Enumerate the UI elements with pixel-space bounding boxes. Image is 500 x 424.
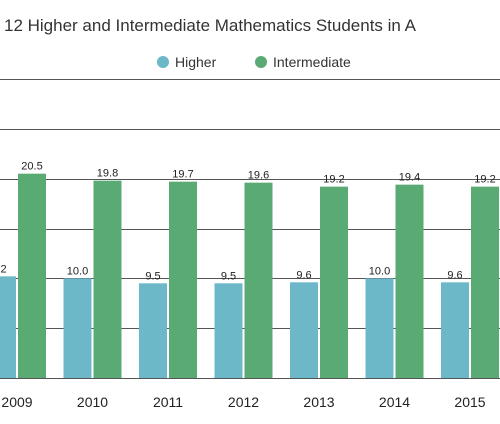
- bar-intermediate-2013: [320, 186, 348, 378]
- data-label-intermediate-2014: 19.4: [399, 172, 420, 184]
- data-label-intermediate-2012: 19.6: [248, 170, 269, 182]
- data-label-intermediate-2015: 19.2: [474, 174, 495, 186]
- data-label-intermediate-2011: 19.7: [172, 169, 193, 181]
- bar-higher-2009: [0, 276, 16, 378]
- bar-higher-2011: [139, 283, 167, 378]
- bars: [0, 173, 499, 378]
- bar-higher-2014: [365, 278, 394, 378]
- data-label-higher-2013: 9.6: [296, 269, 311, 281]
- data-label-intermediate-2010: 19.8: [97, 168, 118, 180]
- bar-intermediate-2014: [395, 184, 424, 378]
- x-axis-tick-labels: 2009 2010 2011 2012 2013 2014 2015: [1, 394, 485, 410]
- bar-higher-2012: [214, 283, 243, 378]
- bar-intermediate-2011: [169, 181, 197, 378]
- x-tick-2015: 2015: [454, 394, 485, 410]
- data-labels: .2 20.5 10.0 19.8 9.5 19.7 9.5 19.6 9.6 19.2 10.0 1…: [0, 161, 496, 283]
- legend-swatch-higher: [157, 56, 169, 68]
- data-label-higher-2015: 9.6: [447, 269, 462, 281]
- bar-intermediate-2010: [93, 180, 122, 378]
- data-label-intermediate-2009: 20.5: [21, 161, 42, 173]
- legend-label-higher: Higher: [175, 54, 217, 70]
- data-label-higher-2012: 9.5: [221, 270, 236, 282]
- legend: Higher Intermediate: [157, 54, 351, 70]
- data-label-higher-2014: 10.0: [369, 265, 390, 277]
- x-tick-2011: 2011: [153, 394, 183, 410]
- data-label-higher-2011: 9.5: [145, 270, 160, 282]
- bar-higher-2013: [290, 282, 318, 378]
- x-tick-2013: 2013: [303, 394, 334, 410]
- bar-intermediate-2012: [244, 182, 273, 378]
- data-label-higher-2009: .2: [0, 263, 7, 275]
- x-tick-2010: 2010: [77, 394, 108, 410]
- bar-higher-2015: [441, 282, 469, 378]
- legend-label-intermediate: Intermediate: [273, 54, 351, 70]
- data-label-intermediate-2013: 19.2: [323, 174, 344, 186]
- x-tick-2014: 2014: [379, 394, 410, 410]
- x-tick-2012: 2012: [228, 394, 259, 410]
- bar-higher-2010: [63, 278, 92, 378]
- bar-intermediate-2009: [18, 173, 46, 378]
- data-label-higher-2010: 10.0: [67, 265, 88, 277]
- x-tick-2009: 2009: [1, 394, 32, 410]
- chart-title: 12 Higher and Intermediate Mathematics S…: [4, 16, 417, 35]
- bar-intermediate-2015: [471, 186, 499, 378]
- legend-swatch-intermediate: [255, 56, 267, 68]
